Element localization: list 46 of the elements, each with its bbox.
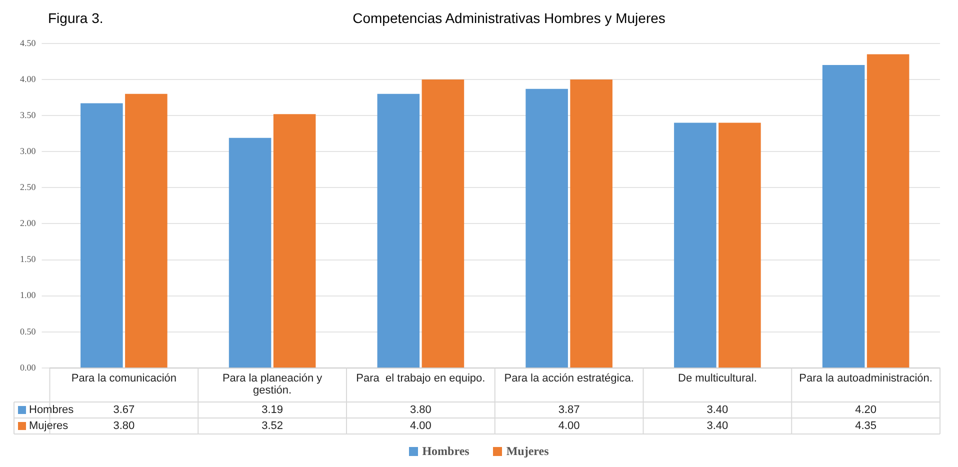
bar xyxy=(228,138,272,368)
data-label: 3.67 xyxy=(113,404,135,416)
y-tick-label: 0.00 xyxy=(20,362,36,372)
bar xyxy=(125,94,168,368)
bar xyxy=(718,122,761,368)
y-tick-label: 2.50 xyxy=(20,182,36,192)
y-tick-label: 4.00 xyxy=(20,74,36,84)
y-tick-label: 3.00 xyxy=(20,146,36,156)
data-label: 4.00 xyxy=(558,420,580,432)
data-label: 3.87 xyxy=(558,404,580,416)
x-tick-label: Para la comunicación xyxy=(71,372,177,385)
data-label: 3.40 xyxy=(706,404,728,416)
text: Figura 3. xyxy=(48,10,104,26)
chart-title: Competencias Administrativas Hombres y Mujeres xyxy=(352,10,666,26)
data-label: 4.35 xyxy=(855,420,877,432)
data-label: 3.40 xyxy=(706,420,728,432)
y-tick-label: 2.00 xyxy=(20,218,36,228)
y-tick-label: 3.50 xyxy=(20,110,36,120)
data-label: 4.00 xyxy=(410,420,432,432)
data-label: 3.80 xyxy=(410,404,432,416)
legend-label: Mujeres xyxy=(506,444,549,459)
bar xyxy=(866,54,910,368)
data-label: 3.80 xyxy=(113,420,135,432)
bar xyxy=(570,79,612,368)
bar xyxy=(377,94,420,368)
x-tick-label: Para la planeación y gestión. xyxy=(222,372,323,397)
y-tick-label: 4.50 xyxy=(20,38,36,48)
data-label: 3.19 xyxy=(262,404,284,416)
bar xyxy=(422,79,464,368)
data-label: 3.52 xyxy=(262,420,284,432)
y-tick-label: 0.50 xyxy=(20,326,36,336)
legend-label: Hombres xyxy=(29,404,74,416)
x-tick-label: De multicultural. xyxy=(678,372,757,385)
bar xyxy=(674,122,716,368)
bar xyxy=(80,103,123,368)
x-tick-label: Para la autoadministración. xyxy=(799,372,932,385)
bar xyxy=(273,114,316,368)
text: Hombres xyxy=(422,444,470,458)
y-tick-label: 1.00 xyxy=(20,290,36,300)
bar xyxy=(822,65,865,368)
data-label: 4.20 xyxy=(855,404,877,416)
text: Mujeres xyxy=(29,420,68,432)
x-tick-label: Para el trabajo en equipo. xyxy=(356,372,486,385)
bar xyxy=(526,88,568,368)
y-tick-label: 1.50 xyxy=(20,254,36,264)
x-tick-label: Para la acción estratégica. xyxy=(504,372,634,385)
